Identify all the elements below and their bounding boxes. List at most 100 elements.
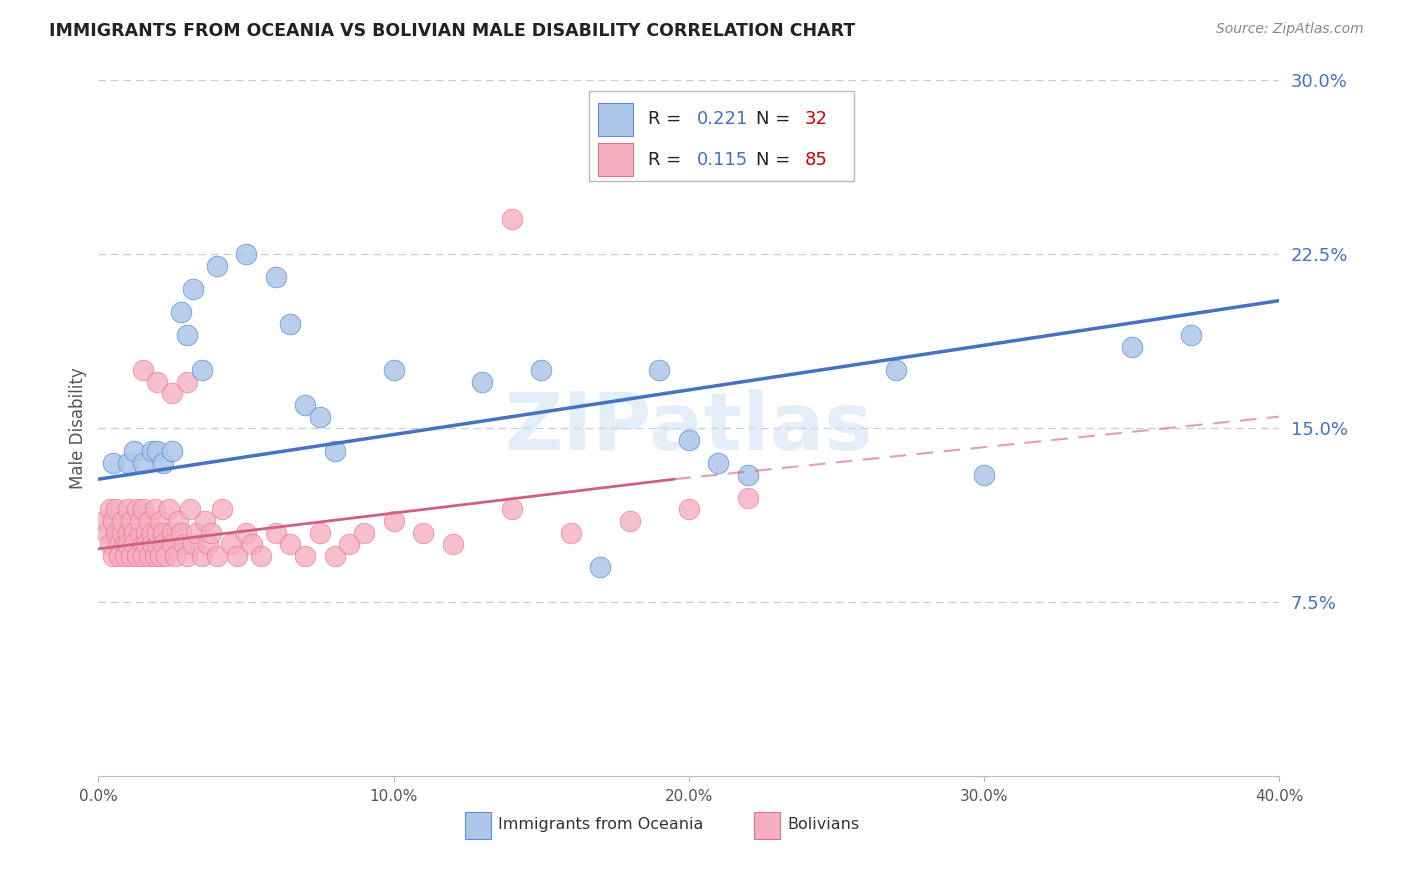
Point — [132, 549, 155, 563]
Point — [264, 525, 287, 540]
Text: 0.115: 0.115 — [697, 151, 748, 169]
Point — [589, 560, 612, 574]
Point — [98, 537, 121, 551]
Point — [191, 549, 214, 563]
Point — [1180, 328, 1202, 343]
Point — [162, 386, 183, 401]
Point — [146, 525, 169, 540]
Point — [678, 433, 700, 447]
Point — [707, 456, 730, 470]
FancyBboxPatch shape — [754, 813, 780, 838]
Point — [157, 502, 180, 516]
Point — [108, 549, 131, 563]
Point — [135, 537, 157, 551]
Point — [205, 549, 228, 563]
Text: R =: R = — [648, 111, 686, 128]
Point — [280, 537, 302, 551]
Point — [98, 502, 121, 516]
Point — [737, 491, 759, 505]
Point — [176, 375, 198, 389]
Point — [471, 375, 494, 389]
Point — [353, 525, 375, 540]
Point — [796, 96, 818, 111]
Point — [149, 514, 172, 528]
Point — [211, 502, 233, 516]
Point — [122, 537, 145, 551]
Point — [128, 525, 150, 540]
Point — [132, 502, 155, 516]
Point — [162, 537, 183, 551]
Point — [117, 502, 139, 516]
Point — [235, 247, 257, 261]
Text: ZIPatlas: ZIPatlas — [505, 389, 873, 467]
Point — [173, 537, 195, 551]
Point — [114, 537, 136, 551]
Text: IMMIGRANTS FROM OCEANIA VS BOLIVIAN MALE DISABILITY CORRELATION CHART: IMMIGRANTS FROM OCEANIA VS BOLIVIAN MALE… — [49, 22, 855, 40]
Point — [125, 549, 148, 563]
Point — [120, 514, 142, 528]
Point — [737, 467, 759, 482]
Point — [184, 525, 207, 540]
Point — [103, 456, 125, 470]
Point — [560, 525, 582, 540]
Point — [117, 537, 139, 551]
Point — [138, 514, 160, 528]
Point — [221, 537, 243, 551]
Point — [162, 444, 183, 458]
Point — [103, 514, 125, 528]
Point — [200, 525, 222, 540]
Point — [125, 502, 148, 516]
Point — [884, 363, 907, 377]
Point — [294, 549, 316, 563]
Point — [165, 549, 187, 563]
Point — [294, 398, 316, 412]
Point — [103, 549, 125, 563]
Point — [619, 514, 641, 528]
Point — [114, 549, 136, 563]
Point — [141, 537, 163, 551]
Point — [122, 444, 145, 458]
Point — [111, 514, 134, 528]
Point — [309, 409, 332, 424]
Point — [108, 537, 131, 551]
Point — [120, 549, 142, 563]
Point — [323, 549, 346, 563]
Point — [122, 525, 145, 540]
FancyBboxPatch shape — [598, 103, 634, 136]
Text: 32: 32 — [804, 111, 828, 128]
Point — [250, 549, 273, 563]
Point — [170, 305, 193, 319]
Point — [141, 525, 163, 540]
Point — [146, 444, 169, 458]
Point — [141, 444, 163, 458]
Point — [412, 525, 434, 540]
Point — [226, 549, 249, 563]
Point — [167, 514, 190, 528]
Point — [309, 525, 332, 540]
Point — [128, 514, 150, 528]
Point — [191, 363, 214, 377]
Text: Source: ZipAtlas.com: Source: ZipAtlas.com — [1216, 22, 1364, 37]
Point — [648, 363, 671, 377]
Point — [501, 502, 523, 516]
Point — [530, 363, 553, 377]
Point — [240, 537, 263, 551]
Point — [176, 328, 198, 343]
Point — [382, 514, 405, 528]
Point — [93, 514, 115, 528]
Point — [197, 537, 219, 551]
Point — [323, 444, 346, 458]
Text: Bolivians: Bolivians — [787, 817, 859, 832]
Point — [117, 456, 139, 470]
FancyBboxPatch shape — [598, 143, 634, 177]
Point — [678, 502, 700, 516]
Text: R =: R = — [648, 151, 686, 169]
Y-axis label: Male Disability: Male Disability — [69, 368, 87, 489]
Text: 0.221: 0.221 — [697, 111, 748, 128]
Point — [138, 549, 160, 563]
FancyBboxPatch shape — [464, 813, 491, 838]
Point — [973, 467, 995, 482]
Point — [143, 549, 166, 563]
Point — [117, 525, 139, 540]
Point — [132, 456, 155, 470]
